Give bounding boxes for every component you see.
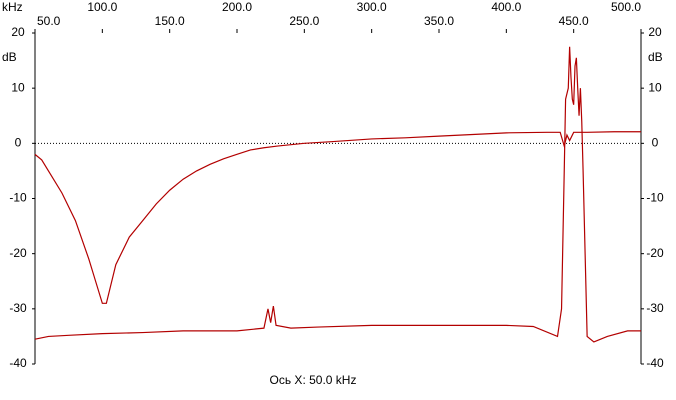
- x-tick-label: 500.0: [611, 0, 641, 14]
- x-tick-label: 250.0: [289, 14, 319, 28]
- x-tick-label: 300.0: [357, 0, 387, 14]
- y-tick-label-right: 20: [648, 25, 662, 39]
- x-tick-label: 50.0: [37, 14, 61, 28]
- y-tick-label-right: -20: [646, 246, 664, 260]
- y-tick-label: -20: [9, 246, 27, 260]
- data-line: [34, 131, 641, 304]
- y-tick-label-right: -10: [646, 191, 664, 205]
- x-tick-label: 450.0: [559, 14, 589, 28]
- x-tick-label: 200.0: [222, 0, 252, 14]
- x-axis-label: Ось X: 50.0 kHz: [270, 373, 357, 387]
- x-tick-label: 350.0: [424, 14, 454, 28]
- y-tick-label-right: 0: [652, 136, 659, 150]
- data-line: [34, 46, 641, 343]
- x-unit: kHz: [2, 0, 23, 14]
- x-tick-label: 400.0: [491, 0, 521, 14]
- y-tick-label: 0: [15, 136, 22, 150]
- x-tick-label: 150.0: [155, 14, 185, 28]
- y-tick-label: -40: [9, 356, 27, 370]
- y-tick-label-right: -40: [646, 356, 664, 370]
- x-tick-label: 100.0: [87, 0, 117, 14]
- y-tick-label-right: 10: [648, 80, 662, 94]
- y-unit-left: dB: [2, 50, 17, 64]
- y-tick-label: 20: [11, 25, 25, 39]
- y-tick-label: -30: [9, 301, 27, 315]
- y-tick-label: -10: [9, 191, 27, 205]
- y-tick-label: 10: [11, 80, 25, 94]
- y-unit-right: dB: [648, 50, 663, 64]
- y-tick-label-right: -30: [646, 301, 664, 315]
